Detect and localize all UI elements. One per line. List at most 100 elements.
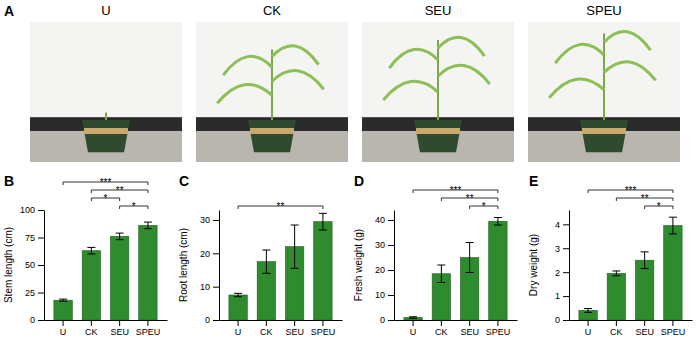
x-tick-mark (644, 320, 645, 326)
plant-illustration (383, 37, 490, 120)
error-bar-stem (497, 218, 498, 226)
photo-label: U (101, 3, 110, 18)
figure: AUCKSEUSPEUB0255075100UCKSEUSPEUStem len… (0, 0, 700, 340)
x-tick-label: U (235, 327, 242, 337)
y-tick: 25 (25, 288, 44, 298)
error-bar-stem (147, 222, 148, 229)
plant-illustration (549, 31, 656, 120)
chart: B0255075100UCKSEUSPEUStem length (cm)***… (3, 173, 168, 337)
error-bar-cap (466, 272, 474, 273)
y-tick-mark (38, 293, 44, 294)
bar (54, 300, 72, 320)
x-tick-mark (238, 320, 239, 326)
x-tick-mark (672, 320, 673, 326)
y-tick-label: 4 (555, 220, 560, 230)
error-bar-cap (584, 312, 592, 313)
y-tick-label: 75 (25, 233, 35, 243)
bar (139, 225, 157, 320)
panel-letter: D (354, 173, 364, 189)
photo-label: CK (263, 3, 281, 18)
photo-background (528, 22, 680, 162)
y-tick-mark (563, 248, 569, 249)
plant-leaf (217, 85, 272, 104)
plant-leaf (604, 62, 656, 81)
y-tick-label: 3 (555, 244, 560, 254)
y-tick-mark (563, 320, 569, 321)
photo: U (30, 3, 182, 162)
error-bar (234, 293, 242, 296)
photo-background (30, 22, 182, 162)
error-bar (669, 217, 677, 234)
error-bar (116, 233, 124, 240)
bar (607, 273, 625, 320)
y-tick: 1 (555, 291, 569, 301)
error-bar-cap (144, 222, 152, 223)
plant-stem (603, 34, 605, 120)
y-tick-mark (213, 287, 219, 288)
error-bar-stem (469, 243, 470, 273)
y-tick: 0 (30, 315, 44, 325)
y-tick-mark (388, 320, 394, 321)
y-tick: 20 (200, 249, 219, 259)
error-bar-cap (494, 225, 502, 226)
significance-bracket: *** (63, 177, 148, 188)
axis-line (219, 211, 220, 321)
y-tick: 50 (25, 260, 44, 270)
chart: E01234UCKSEUSPEUDry weight (g)****** (528, 173, 693, 337)
error-bar-stem (91, 247, 92, 254)
x-tick-label: SPEU (661, 327, 686, 337)
significance-label: *** (100, 177, 112, 188)
y-tick-mark (213, 253, 219, 254)
plot-area (54, 222, 157, 320)
y-tick-label: 25 (25, 288, 35, 298)
y-tick-mark (388, 295, 394, 296)
error-bar-cap (262, 273, 270, 274)
y-tick: 0 (555, 315, 569, 325)
x-tick-mark (119, 320, 120, 326)
y-tick: 10 (200, 282, 219, 292)
error-bar (319, 213, 327, 230)
x-tick: U (410, 320, 417, 337)
x-tick-mark (147, 320, 148, 326)
pot-band (582, 128, 626, 134)
y-tick-mark (563, 296, 569, 297)
plant-illustration (106, 112, 107, 120)
x-tick: U (235, 320, 242, 337)
error-bar (466, 243, 474, 273)
y-tick-label: 0 (380, 315, 385, 325)
significance-bracket: ** (91, 185, 148, 196)
y-tick: 100 (20, 205, 44, 215)
x-tick-label: U (410, 327, 417, 337)
error-bar-cap (641, 268, 649, 269)
significance-bracket: * (120, 201, 148, 212)
x-tick-label: CK (85, 327, 98, 337)
x-tick-mark (469, 320, 470, 326)
error-bar-stem (616, 271, 617, 276)
y-axis-title: Stem length (cm) (3, 227, 14, 303)
error-bar-cap (612, 270, 620, 271)
x-tick-label: SEU (285, 327, 304, 337)
y-axis-title: Dry weight (g) (528, 234, 539, 296)
error-bar-stem (266, 250, 267, 273)
photo-background (362, 22, 514, 162)
error-bar-cap (234, 293, 242, 294)
plant-leaf (604, 31, 651, 50)
axis-line (569, 211, 570, 321)
plant-stem (437, 40, 439, 120)
plant-leaf (555, 44, 604, 63)
bar (404, 318, 422, 321)
error-bar-cap (641, 251, 649, 252)
photo: CK (196, 3, 348, 162)
error-bar-cap (116, 239, 124, 240)
x-tick-mark (497, 320, 498, 326)
error-bar (409, 317, 417, 319)
x-tick: SEU (635, 320, 654, 337)
x-tick: SPEU (661, 320, 686, 337)
x-tick: CK (435, 320, 448, 337)
plot-area (404, 218, 507, 321)
bar (489, 221, 507, 320)
y-tick-mark (213, 320, 219, 321)
y-tick-mark (213, 220, 219, 221)
y-tick: 20 (375, 265, 394, 275)
x-axis: UCKSEUSPEU (220, 320, 343, 337)
